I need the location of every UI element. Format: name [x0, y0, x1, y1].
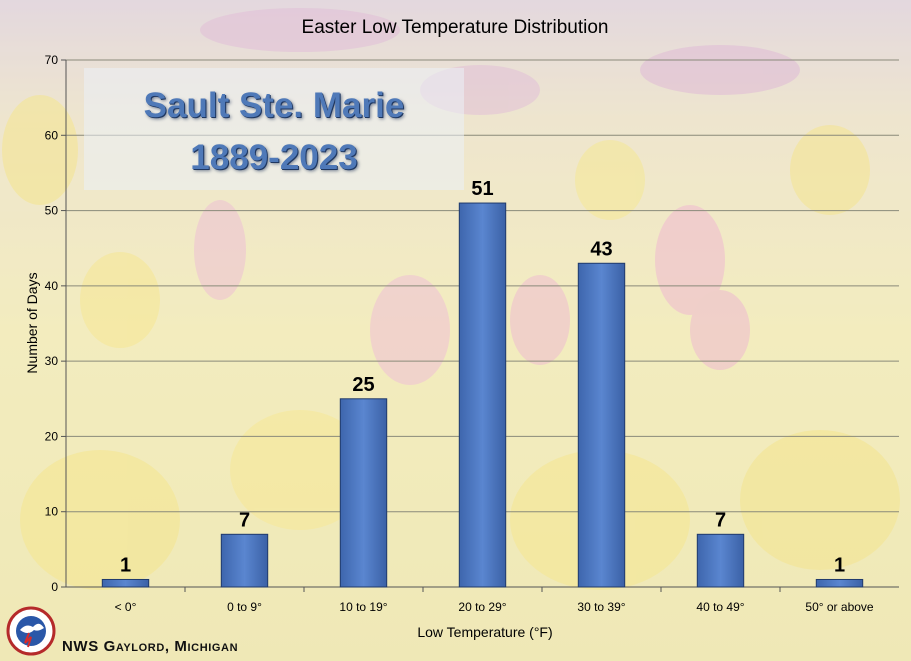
x-tick-labels: < 0° 0 to 9° 10 to 19° 20 to 29° 30 to 39° 40…	[115, 600, 874, 614]
y-tick-label: 50	[45, 204, 59, 218]
data-label: 51	[471, 178, 493, 200]
station-annotation: Sault Ste. Marie 1889-2023	[84, 68, 464, 190]
footer: NWS Gaylord, Michigan	[6, 606, 326, 658]
station-name: Sault Ste. Marie	[143, 86, 405, 125]
bars	[101, 202, 864, 588]
data-label: 1	[120, 554, 131, 576]
chart-title: Easter Low Temperature Distribution	[302, 17, 609, 38]
bar	[815, 578, 864, 588]
data-labels: 1 7 25 51 43 7 1	[120, 178, 845, 576]
y-tick-label: 20	[45, 429, 59, 443]
bar	[577, 262, 626, 588]
bar	[339, 398, 388, 588]
x-axis-title: Low Temperature (°F)	[417, 624, 552, 640]
data-label: 43	[590, 238, 612, 260]
y-tick-label: 40	[45, 279, 59, 293]
data-label: 7	[239, 509, 250, 531]
y-axis-title: Number of Days	[24, 272, 40, 373]
x-tick-label: 50° or above	[805, 600, 874, 614]
x-tick-label: 20 to 29°	[458, 600, 506, 614]
data-label: 7	[715, 509, 726, 531]
footer-credit: NWS Gaylord, Michigan	[62, 638, 239, 655]
x-tick-label: 40 to 49°	[696, 600, 744, 614]
y-tick-label: 0	[51, 580, 58, 594]
x-tick-label: 10 to 19°	[339, 600, 387, 614]
data-label: 25	[352, 374, 374, 396]
x-tick-label: 0 to 9°	[227, 600, 262, 614]
y-tick-label: 60	[45, 128, 59, 142]
y-tick-labels: 0 10 20 30 40 50 60 70	[45, 53, 59, 594]
x-tick-label: < 0°	[115, 600, 137, 614]
y-tick-label: 30	[45, 354, 59, 368]
bar	[458, 202, 507, 588]
y-tick-label: 70	[45, 53, 59, 67]
bar	[101, 578, 150, 588]
bar	[220, 533, 269, 588]
x-tick-label: 30 to 39°	[577, 600, 625, 614]
nws-logo-icon	[6, 606, 56, 656]
y-tick-label: 10	[45, 505, 59, 519]
bar	[696, 533, 745, 588]
data-label: 1	[834, 554, 845, 576]
station-years: 1889-2023	[190, 138, 358, 177]
